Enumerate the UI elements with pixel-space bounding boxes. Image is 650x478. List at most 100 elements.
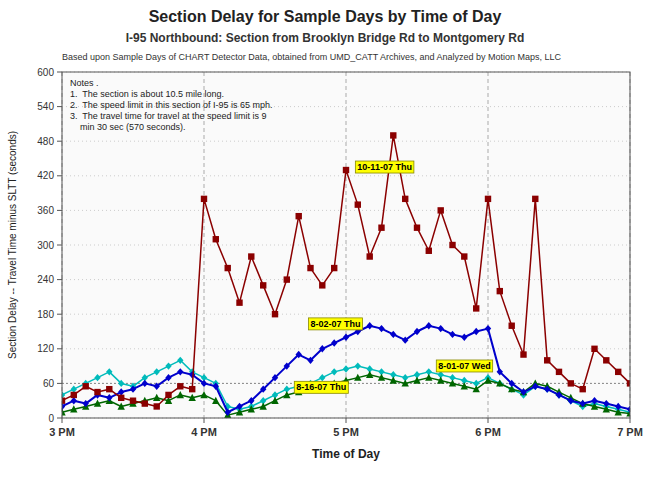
series-point <box>106 386 112 392</box>
y-tick <box>57 279 62 280</box>
series-point <box>343 167 349 173</box>
x-tick-label: 4 PM <box>191 426 217 438</box>
series <box>62 357 630 416</box>
series-point <box>449 331 455 338</box>
series-point <box>177 383 183 389</box>
series-point <box>544 357 550 363</box>
series-point <box>437 377 444 384</box>
series-point <box>568 380 574 386</box>
annotation-text: 8-01-07 Wed <box>438 361 490 371</box>
series-point <box>130 398 136 404</box>
series-point <box>390 377 397 384</box>
series-point <box>177 391 184 398</box>
series-point <box>520 388 526 395</box>
series-point <box>296 351 302 358</box>
series-point <box>284 362 290 369</box>
y-tick <box>57 245 62 246</box>
series-point <box>580 400 586 407</box>
series-point <box>189 386 195 392</box>
series-point <box>461 334 467 341</box>
annotation: 8-02-07 Thu <box>309 318 363 330</box>
series-point <box>367 253 373 259</box>
series-point <box>165 392 171 398</box>
series-point <box>154 368 160 375</box>
series-point <box>473 385 480 392</box>
y-tick-label: 300 <box>37 240 54 251</box>
series-point <box>213 383 219 390</box>
series-point <box>496 379 503 386</box>
series-point <box>201 380 207 387</box>
annotation-text: 8-16-07 Thu <box>296 382 346 392</box>
series-point <box>438 325 444 332</box>
series-point <box>532 196 538 202</box>
series-point <box>260 385 266 392</box>
y-tick-label: 540 <box>37 101 54 112</box>
series-point <box>354 374 361 381</box>
series-point <box>591 397 597 404</box>
x-tick-label: 5 PM <box>333 426 359 438</box>
x-tick-label: 6 PM <box>475 426 501 438</box>
title: Section Delay for Sample Days by Time of… <box>149 8 502 25</box>
x-tick <box>630 418 631 423</box>
annotation-box <box>436 360 492 372</box>
series-point <box>367 322 373 329</box>
note-line: 3. The travel time for travel at the spe… <box>70 111 266 121</box>
series-point <box>378 225 384 231</box>
series-point <box>580 386 586 392</box>
series-point <box>118 395 124 401</box>
y-tick-label: 180 <box>37 309 54 320</box>
series-point <box>154 403 160 409</box>
series-point <box>70 405 77 412</box>
note-line: 2. The speed limit in this section of I-… <box>70 100 272 110</box>
series-point <box>130 385 136 392</box>
series-point <box>461 253 467 259</box>
x-grid-line <box>204 72 205 418</box>
y-tick <box>57 175 62 176</box>
series-point <box>260 402 267 409</box>
y-tick-label: 420 <box>37 170 54 181</box>
series-point <box>83 400 89 407</box>
series-point <box>319 345 325 352</box>
series-point <box>272 374 278 381</box>
y-tick <box>57 141 62 142</box>
series-point <box>378 374 385 381</box>
series-point <box>177 368 183 375</box>
series-point <box>106 394 112 401</box>
series-point <box>319 282 325 288</box>
x-tick <box>204 418 205 423</box>
y-tick-label: 60 <box>43 378 55 389</box>
series-point <box>343 334 349 341</box>
series-point <box>426 248 432 254</box>
series-point <box>94 374 100 381</box>
note-line: Notes . <box>70 78 99 88</box>
series-point <box>142 400 148 406</box>
subtitle: I-95 Northbound: Section from Brooklyn B… <box>126 31 525 45</box>
series-point <box>271 397 278 404</box>
series-point <box>272 311 278 317</box>
series-point <box>414 225 420 231</box>
y-tick <box>57 314 62 315</box>
series-point <box>331 368 337 375</box>
series-point <box>212 397 219 404</box>
series-point <box>94 400 101 407</box>
series-point <box>473 305 479 311</box>
series-point <box>579 400 586 407</box>
subtitle: Based upon Sample Days of CHART Detector… <box>62 52 562 62</box>
y-tick <box>57 72 62 73</box>
series-point <box>154 383 160 390</box>
series-point <box>366 371 373 378</box>
x-tick <box>488 418 489 423</box>
series-point <box>142 380 148 387</box>
series-point <box>118 380 124 387</box>
annotation-box <box>294 381 348 393</box>
x-tick-label: 7 PM <box>617 426 643 438</box>
grid <box>62 72 630 418</box>
chart: Section Delay for Sample Days by Time of… <box>0 0 650 478</box>
series-point <box>236 299 242 305</box>
series-point <box>497 368 503 375</box>
series-point <box>283 391 290 398</box>
series-point <box>319 374 325 381</box>
series-point <box>603 357 609 363</box>
y-tick <box>57 348 62 349</box>
note-line: 1. The section is about 10.5 mile long. <box>70 89 224 99</box>
